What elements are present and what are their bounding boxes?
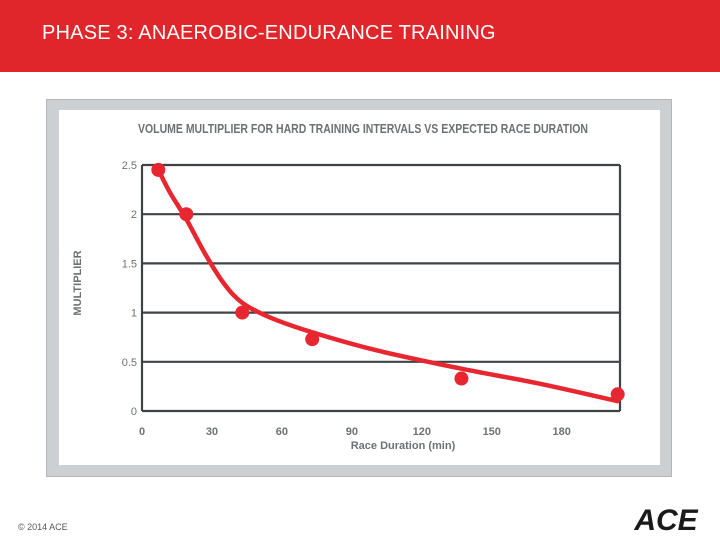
x-axis-label: Race Duration (min): [351, 440, 456, 452]
x-tick-label: 90: [346, 426, 358, 438]
y-tick-label: 0.5: [122, 357, 137, 369]
y-tick-label: 1: [131, 308, 137, 320]
data-point: [610, 387, 625, 402]
x-tick-label: 60: [276, 426, 288, 438]
slide-title: PHASE 3: ANAEROBIC-ENDURANCE TRAINING: [42, 22, 496, 44]
x-tick-label: 120: [413, 426, 431, 438]
trend-curve: [156, 167, 620, 404]
data-point: [179, 207, 194, 222]
svg-text:ACE: ACE: [633, 504, 698, 537]
data-point: [454, 371, 469, 386]
ace-logo: ACE: [633, 504, 698, 537]
x-tick-label: 30: [206, 426, 218, 438]
data-point: [151, 162, 166, 177]
data-point: [235, 305, 250, 320]
chart-title: VOLUME MULTIPLIER FOR HARD TRAINING INTE…: [138, 122, 588, 136]
data-point: [305, 332, 320, 347]
y-tick-label: 1.5: [122, 258, 137, 270]
y-tick-label: 2: [131, 209, 137, 221]
y-axis-label: MULTIPLIER: [72, 250, 84, 315]
header-bar: [0, 0, 720, 72]
x-tick-label: 180: [553, 426, 571, 438]
copyright-footer: © 2014 ACE: [18, 522, 68, 532]
x-tick-label: 150: [483, 426, 501, 438]
x-tick-label: 0: [139, 426, 145, 438]
y-tick-label: 0: [131, 406, 137, 418]
y-tick-label: 2.5: [122, 160, 137, 172]
